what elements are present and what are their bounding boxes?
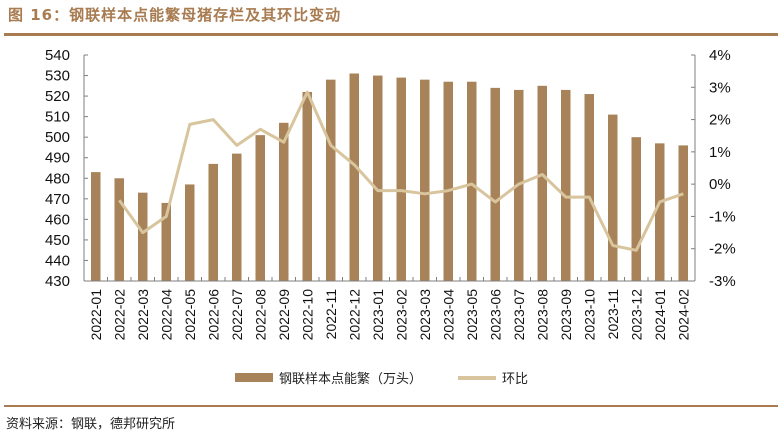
bar	[631, 137, 641, 281]
left-tick-label: 540	[45, 47, 70, 64]
x-tick-label: 2022-07	[229, 289, 245, 341]
left-tick-label: 460	[45, 211, 70, 228]
legend-line-label: 环比	[502, 372, 529, 387]
x-tick-label: 2022-11	[323, 289, 339, 340]
left-tick-label: 510	[45, 109, 70, 126]
right-tick-label: -3%	[709, 273, 736, 290]
bar	[490, 87, 500, 281]
x-tick-label: 2024-01	[652, 289, 668, 341]
bar	[420, 79, 430, 282]
right-tick-label: -2%	[709, 241, 736, 258]
bar	[232, 153, 242, 281]
bar-series	[91, 73, 688, 282]
x-tick-label: 2023-07	[511, 289, 527, 341]
legend-bar-label: 钢联样本点能繁（万头）	[279, 372, 423, 387]
bar	[467, 81, 477, 281]
left-tick-label: 530	[45, 68, 70, 85]
footer-divider	[4, 405, 778, 407]
x-tick-label: 2023-05	[464, 289, 480, 341]
x-tick-label: 2022-10	[299, 289, 315, 341]
source-note: 资料来源：钢联，德邦研究所	[6, 417, 176, 432]
x-tick-label: 2022-03	[135, 289, 151, 341]
x-tick-label: 2022-12	[346, 289, 362, 341]
bar	[584, 94, 594, 281]
bar	[279, 122, 289, 281]
left-tick-label: 500	[45, 129, 70, 146]
x-tick-label: 2022-01	[88, 289, 104, 341]
bar	[185, 184, 195, 281]
bar	[349, 73, 359, 281]
bar	[443, 81, 453, 281]
right-tick-label: 1%	[709, 144, 731, 161]
mom-line	[118, 90, 684, 252]
left-tick-label: 450	[45, 232, 70, 249]
bar	[255, 135, 265, 281]
title-divider	[4, 33, 778, 36]
x-tick-label: 2022-04	[158, 289, 174, 341]
left-tick-label: 520	[45, 88, 70, 105]
bar	[161, 202, 171, 281]
x-tick-label: 2022-02	[111, 289, 127, 341]
x-tick-label: 2023-04	[440, 289, 456, 341]
x-tick-label: 2023-03	[417, 289, 433, 341]
bar	[608, 114, 618, 281]
left-tick-label: 480	[45, 170, 70, 187]
right-tick-label: 3%	[709, 79, 731, 96]
left-tick-label: 430	[45, 273, 70, 290]
bar	[114, 178, 124, 281]
bar	[678, 145, 688, 281]
left-axis: 540 530 520 510 500 490 480 470 460 450 440 430	[45, 47, 88, 290]
right-tick-label: -1%	[709, 208, 736, 225]
x-axis: 2022-01 2022-02 2022-03 2022-04 2022-05 2022-…	[84, 277, 695, 340]
bar	[561, 89, 571, 281]
legend-bar-swatch	[235, 373, 273, 382]
x-tick-label: 2023-02	[393, 289, 409, 341]
bar	[91, 172, 101, 281]
x-tick-label: 2023-09	[558, 289, 574, 341]
legend: 钢联样本点能繁（万头） 环比	[235, 368, 528, 387]
left-tick-label: 440	[45, 252, 70, 269]
line-series	[118, 90, 684, 252]
x-tick-label: 2023-10	[581, 289, 597, 341]
bar	[302, 91, 312, 282]
x-tick-label: 2022-09	[276, 289, 292, 341]
x-tick-label: 2024-02	[675, 289, 691, 341]
x-tick-label: 2023-11	[605, 289, 621, 340]
x-tick-label: 2022-05	[182, 289, 198, 341]
bar	[138, 192, 148, 281]
x-tick-label: 2023-06	[487, 289, 503, 341]
bar	[537, 85, 547, 282]
right-axis: 4% 3% 2% 1% 0% -1% -2% -3%	[691, 47, 736, 290]
x-tick-label: 2022-06	[205, 289, 221, 341]
left-tick-label: 490	[45, 150, 70, 167]
chart-title: 图 16：钢联样本点能繁母猪存栏及其环比变动	[8, 6, 342, 24]
bar	[373, 75, 383, 281]
x-tick-label: 2023-01	[370, 289, 386, 341]
bar	[396, 77, 406, 281]
right-tick-label: 2%	[709, 112, 731, 129]
right-tick-label: 4%	[709, 47, 731, 64]
right-tick-label: 0%	[709, 176, 731, 193]
x-tick-label: 2022-08	[252, 289, 268, 341]
chart-area: 540 530 520 510 500 490 480 470 460 450 440 430 4% 3…	[45, 47, 736, 340]
bar	[655, 143, 665, 281]
x-tick-label: 2023-12	[628, 289, 644, 341]
x-tick-label: 2023-08	[534, 289, 550, 341]
bar	[326, 79, 336, 282]
bar	[208, 163, 218, 281]
legend-line-swatch	[458, 375, 497, 380]
left-tick-label: 470	[45, 191, 70, 208]
